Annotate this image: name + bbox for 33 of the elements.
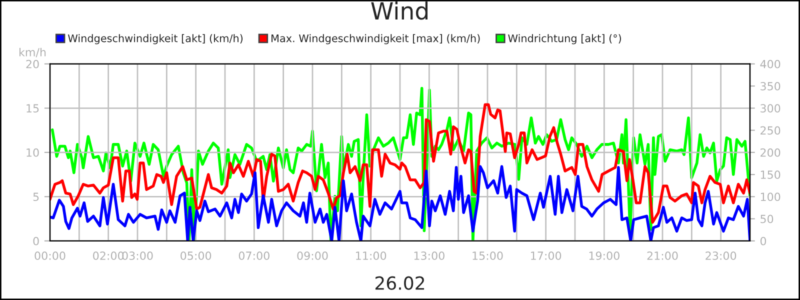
x-tick-label: 11:00: [356, 252, 386, 260]
y2-tick-label: 200: [760, 148, 780, 157]
x-tick-label: 21:00: [647, 252, 678, 260]
legend-label: Windgeschwindigkeit [akt] (km/h): [68, 34, 243, 44]
chart-title: Wind: [371, 2, 428, 20]
y2-tick-label: 300: [760, 104, 780, 113]
x-tick-label: 02:00: [93, 252, 124, 260]
x-tick-label: 15:00: [472, 252, 503, 260]
x-tick-label: 19:00: [589, 252, 620, 260]
y2-tick-label: 350: [760, 82, 780, 90]
x-tick-label: 05:00: [180, 252, 212, 260]
y2-tick-label: 250: [760, 126, 780, 135]
y2-tick-label: 0: [760, 236, 766, 246]
x-tick-label: 00:00: [34, 252, 66, 260]
y2-tick-label: 50: [760, 214, 774, 224]
y2-tick-label: 400: [760, 60, 780, 68]
legend-label: Max. Windgeschwindigkeit [max] (km/h): [272, 34, 480, 44]
y2-tick-label: 100: [760, 192, 780, 202]
y-tick-label: 20: [26, 60, 39, 68]
y-axis-title: km/h: [19, 48, 46, 58]
x-axis-title: 26.02: [375, 276, 424, 290]
y-tick-label: 0: [33, 236, 39, 246]
x-tick-label: 17:00: [531, 252, 562, 260]
line-series: [50, 103, 750, 224]
y-tick-label: 5: [33, 192, 39, 202]
y2-tick-label: 150: [760, 170, 780, 179]
x-tick-label: 09:00: [297, 252, 328, 260]
x-tick-label: 13:00: [414, 252, 444, 260]
y-tick-label: 15: [26, 104, 39, 113]
y-tick-label: 10: [26, 148, 39, 157]
x-tick-label: 07:00: [238, 252, 270, 260]
x-tick-label: 23:00: [706, 252, 736, 260]
legend-label: Windrichtung [akt] (°): [508, 34, 621, 44]
